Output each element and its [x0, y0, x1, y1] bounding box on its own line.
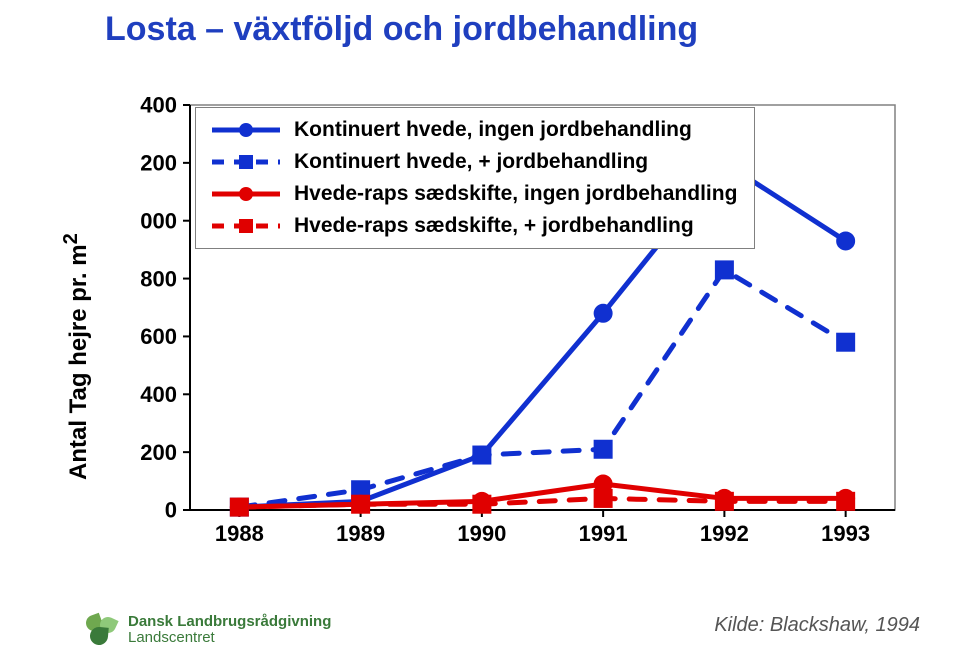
y-axis-label: Antal Tag hejre pr. m2 [60, 233, 93, 480]
svg-text:1991: 1991 [579, 521, 628, 546]
legend-label: Kontinuert hvede, + jordbehandling [294, 150, 648, 174]
svg-text:1200: 1200 [140, 151, 177, 176]
svg-text:1000: 1000 [140, 208, 177, 233]
svg-text:1400: 1400 [140, 95, 177, 118]
svg-text:0: 0 [165, 498, 177, 523]
legend-item: Kontinuert hvede, ingen jordbehandling [210, 118, 740, 142]
svg-text:400: 400 [140, 382, 177, 407]
svg-text:1989: 1989 [336, 521, 385, 546]
legend-icon [210, 184, 282, 204]
page-title: Losta – växtföljd och jordbehandling [105, 10, 698, 49]
svg-text:600: 600 [140, 324, 177, 349]
legend-item: Hvede-raps sædskifte, ingen jordbehandli… [210, 182, 740, 206]
svg-text:1993: 1993 [821, 521, 870, 546]
svg-text:800: 800 [140, 266, 177, 291]
svg-text:1992: 1992 [700, 521, 749, 546]
legend-label: Hvede-raps sædskifte, + jordbehandling [294, 214, 694, 238]
legend-item: Hvede-raps sædskifte, + jordbehandling [210, 214, 740, 238]
org-logo-icon [80, 613, 120, 647]
org-line1: Dansk Landbrugsrådgivning [128, 614, 331, 630]
org-line2: Landscentret [128, 630, 331, 646]
legend-icon [210, 152, 282, 172]
legend-label: Hvede-raps sædskifte, ingen jordbehandli… [294, 182, 737, 206]
legend-icon [210, 120, 282, 140]
y-axis-label-text: Antal Tag hejre pr. m [65, 244, 92, 480]
footer-org: Dansk Landbrugsrådgivning Landscentret [80, 613, 331, 647]
footer-source: Kilde: Blackshaw, 1994 [714, 614, 920, 637]
svg-text:1988: 1988 [215, 521, 264, 546]
legend-icon [210, 216, 282, 236]
y-axis-label-sup: 2 [60, 233, 82, 244]
svg-text:1990: 1990 [457, 521, 506, 546]
legend-box: Kontinuert hvede, ingen jordbehandling Ko… [195, 107, 755, 249]
legend-item: Kontinuert hvede, + jordbehandling [210, 150, 740, 174]
legend-label: Kontinuert hvede, ingen jordbehandling [294, 118, 692, 142]
svg-text:200: 200 [140, 440, 177, 465]
